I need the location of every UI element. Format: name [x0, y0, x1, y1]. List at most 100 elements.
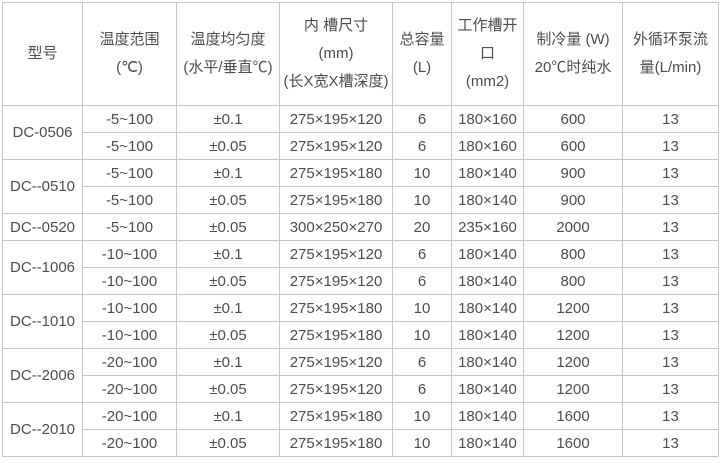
cell-uniformity: ±0.05	[176, 132, 280, 160]
table-row: -5~100 ±0.05 275×195×120 6 180×160 600 1…	[3, 132, 719, 160]
cell-tank-size: 275×195×120	[279, 348, 393, 376]
header-line: (mm)	[318, 45, 354, 62]
header-line: 温度均匀度	[190, 31, 266, 48]
cell-temp-range: -20~100	[82, 375, 177, 403]
cell-total-capacity: 20	[392, 213, 452, 241]
header-model: 型号	[2, 2, 83, 106]
cell-cooling-capacity: 900	[523, 159, 623, 187]
header-line: (L)	[412, 59, 432, 76]
cell-temp-range: -5~100	[82, 186, 177, 214]
header-tank-size: 内 槽尺寸 (mm) (长X宽X槽深度)	[279, 2, 393, 106]
cell-temp-range: -5~100	[82, 159, 177, 187]
cell-opening: 180×140	[451, 429, 524, 457]
cell-temp-range: -20~100	[82, 429, 177, 457]
cell-opening: 180×140	[451, 375, 524, 403]
cell-opening: 180×140	[451, 348, 524, 376]
header-line: 内 槽尺寸	[303, 17, 369, 34]
cell-opening: 180×140	[451, 321, 524, 349]
table-header-row: 型号 温度范围 (℃) 温度均匀度 (水平/垂直℃) 内 槽尺寸 (mm) (长…	[2, 2, 719, 106]
header-opening: 工作槽开 口 (mm2)	[451, 2, 524, 106]
header-line: 外循环泵流	[632, 31, 708, 48]
cell-pump-flow: 13	[622, 294, 719, 322]
table-row: -5~100 ±0.05 275×195×180 10 180×140 900 …	[3, 186, 719, 214]
cell-tank-size: 275×195×120	[279, 375, 393, 403]
cell-pump-flow: 13	[622, 348, 719, 376]
table-row: DC--1006 -10~100 ±0.1 275×195×120 6 180×…	[2, 240, 719, 295]
cell-uniformity: ±0.1	[176, 159, 280, 187]
header-line: 口	[479, 45, 495, 62]
cell-pump-flow: 13	[622, 105, 719, 133]
cell-tank-size: 275×195×180	[279, 402, 393, 430]
cell-total-capacity: 6	[392, 375, 452, 403]
table-row: DC--1010 -10~100 ±0.1 275×195×180 10 180…	[2, 294, 719, 349]
cell-uniformity: ±0.1	[176, 294, 280, 322]
cell-cooling-capacity: 1200	[523, 321, 623, 349]
model-cell: DC--1010	[2, 294, 83, 349]
model-cell: DC--1006	[2, 240, 83, 295]
header-line: 温度范围	[99, 31, 160, 48]
table-row: -10~100 ±0.05 275×195×180 10 180×140 120…	[3, 321, 719, 349]
cell-cooling-capacity: 600	[523, 132, 623, 160]
cell-uniformity: ±0.05	[176, 375, 280, 403]
table-row: -10~100 ±0.05 275×195×120 6 180×140 800 …	[3, 267, 719, 295]
cell-pump-flow: 13	[622, 186, 719, 214]
header-line: 型号	[27, 45, 58, 62]
table-row: DC--2006 -20~100 ±0.1 275×195×120 6 180×…	[2, 348, 719, 403]
model-cell: DC--2010	[2, 402, 83, 457]
cell-temp-range: -20~100	[82, 348, 177, 376]
cell-total-capacity: 6	[392, 240, 452, 268]
cell-uniformity: ±0.1	[176, 348, 280, 376]
table-row: DC-0506 -5~100 ±0.1 275×195×120 6 180×16…	[2, 105, 719, 160]
cell-total-capacity: 10	[392, 159, 452, 187]
cell-cooling-capacity: 2000	[523, 213, 623, 241]
header-line: 量(L/min)	[639, 59, 702, 76]
cell-uniformity: ±0.05	[176, 267, 280, 295]
model-cell: DC--2006	[2, 348, 83, 403]
cell-pump-flow: 13	[622, 213, 719, 241]
header-uniformity: 温度均匀度 (水平/垂直℃)	[176, 2, 280, 106]
cell-uniformity: ±0.1	[176, 105, 280, 133]
cell-opening: 180×160	[451, 132, 524, 160]
cell-opening: 180×140	[451, 402, 524, 430]
cell-cooling-capacity: 600	[523, 105, 623, 133]
cell-temp-range: -10~100	[82, 267, 177, 295]
cell-temp-range: -10~100	[82, 240, 177, 268]
cell-temp-range: -10~100	[82, 321, 177, 349]
cell-tank-size: 275×195×120	[279, 240, 393, 268]
cell-tank-size: 275×195×180	[279, 429, 393, 457]
table-row: DC--0520 -5~100 ±0.05 300×250×270 20 235…	[2, 213, 719, 241]
cell-opening: 235×160	[451, 213, 524, 241]
cell-temp-range: -5~100	[82, 132, 177, 160]
cell-cooling-capacity: 1200	[523, 375, 623, 403]
cell-pump-flow: 13	[622, 429, 719, 457]
cell-tank-size: 275×195×120	[279, 105, 393, 133]
header-line: 制冷量 (W)	[536, 31, 610, 48]
header-total-capacity: 总容量 (L)	[392, 2, 452, 106]
cell-uniformity: ±0.05	[176, 429, 280, 457]
header-line: 20℃时纯水	[534, 59, 612, 76]
cell-total-capacity: 6	[392, 348, 452, 376]
cell-temp-range: -5~100	[82, 213, 177, 241]
table-row: -20~100 ±0.05 275×195×180 10 180×140 160…	[3, 429, 719, 457]
cell-tank-size: 275×195×180	[279, 186, 393, 214]
cell-opening: 180×140	[451, 159, 524, 187]
cell-total-capacity: 6	[392, 105, 452, 133]
cell-total-capacity: 10	[392, 402, 452, 430]
header-temp-range: 温度范围 (℃)	[82, 2, 177, 106]
cell-temp-range: -20~100	[82, 402, 177, 430]
header-line: (mm2)	[465, 73, 510, 90]
header-pump-flow: 外循环泵流 量(L/min)	[622, 2, 719, 106]
header-line: 总容量	[399, 31, 445, 48]
cell-pump-flow: 13	[622, 132, 719, 160]
cell-temp-range: -5~100	[82, 105, 177, 133]
cell-cooling-capacity: 800	[523, 267, 623, 295]
cell-cooling-capacity: 800	[523, 240, 623, 268]
cell-uniformity: ±0.05	[176, 321, 280, 349]
cell-temp-range: -10~100	[82, 294, 177, 322]
cell-tank-size: 275×195×180	[279, 159, 393, 187]
cell-pump-flow: 13	[622, 402, 719, 430]
cell-opening: 180×140	[451, 186, 524, 214]
cell-tank-size: 300×250×270	[279, 213, 393, 241]
table-row: DC--2010 -20~100 ±0.1 275×195×180 10 180…	[2, 402, 719, 457]
cell-uniformity: ±0.05	[176, 213, 280, 241]
